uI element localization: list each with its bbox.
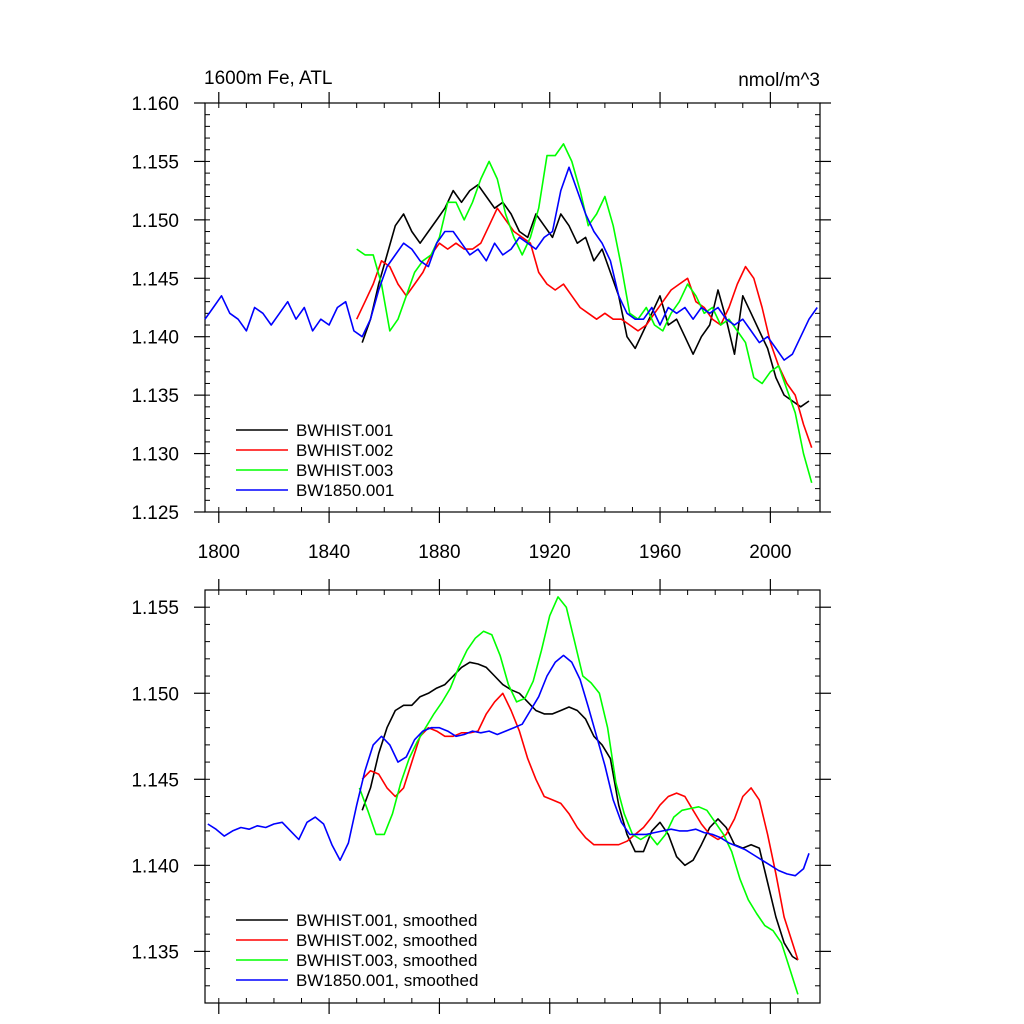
top-panel: 1800 1840 1880 1920 1960 2000 1.125 1.130 1.135 1… — [131, 92, 831, 563]
x-tick-label: 1880 — [418, 542, 460, 563]
y-tick-label: 1.125 — [131, 503, 179, 524]
x-tick-label: 2000 — [749, 542, 791, 563]
series-line-3 — [358, 596, 799, 995]
y-tick-label: 1.150 — [131, 211, 179, 232]
series-line-2 — [361, 692, 799, 961]
y-tick-label: 1.150 — [131, 684, 179, 705]
legend-label-4: BW1850.001, smoothed — [296, 971, 478, 990]
legend-label-3: BWHIST.003 — [296, 461, 393, 480]
y-tick-label: 1.145 — [131, 269, 179, 290]
x-tick-label: 1840 — [308, 542, 350, 563]
y-tick-label: 1.160 — [131, 94, 179, 115]
x-tick-label: 1800 — [198, 542, 240, 563]
x-tick-label: 1920 — [529, 542, 571, 563]
chart-title: 1600m Fe, ATL — [204, 68, 333, 89]
series-line-3 — [356, 143, 813, 484]
bottom-panel: 1.135 1.140 1.145 1.150 1.155 BWHIST.001, smo… — [131, 579, 831, 1014]
y-tick-label: 1.140 — [131, 856, 179, 877]
series-line-4 — [207, 654, 810, 877]
legend-label-4: BW1850.001 — [296, 481, 394, 500]
units-label: nmol/m^3 — [738, 70, 820, 91]
legend-label-2: BWHIST.002 — [296, 441, 393, 460]
series-line-4 — [204, 166, 818, 361]
legend-label-3: BWHIST.003, smoothed — [296, 951, 477, 970]
y-tick-label: 1.140 — [131, 328, 179, 349]
series-line-1 — [361, 184, 810, 408]
series-line-2 — [355, 207, 813, 448]
y-tick-label: 1.155 — [131, 152, 179, 173]
plot-frame — [204, 102, 821, 513]
legend-label-1: BWHIST.001, smoothed — [296, 911, 477, 930]
y-tick-label: 1.145 — [131, 770, 179, 791]
x-tick-label: 1960 — [639, 542, 681, 563]
y-tick-label: 1.130 — [131, 445, 179, 466]
y-tick-label: 1.135 — [131, 386, 179, 407]
legend-label-2: BWHIST.002, smoothed — [296, 931, 477, 950]
legend-label-1: BWHIST.001 — [296, 421, 393, 440]
y-tick-label: 1.155 — [131, 598, 179, 619]
y-tick-label: 1.135 — [131, 942, 179, 963]
